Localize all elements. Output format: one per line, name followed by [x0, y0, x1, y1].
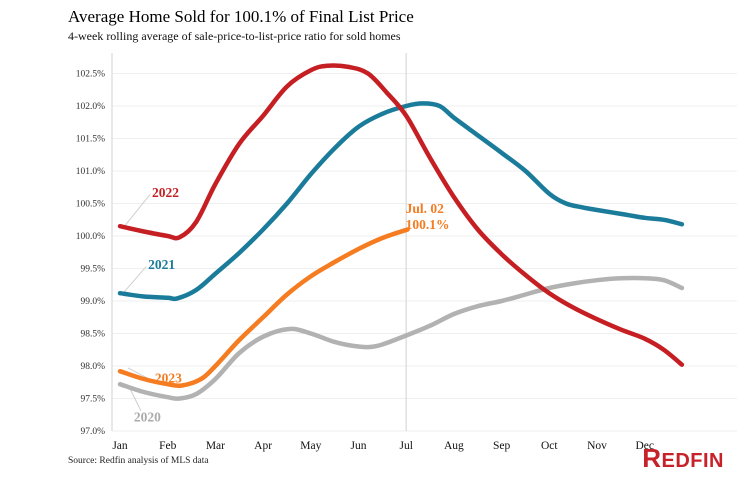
series-2022-leader-line: [122, 194, 151, 229]
y-axis-tick-98.0%: 98.0%: [80, 362, 105, 372]
y-axis-tick-100.5%: 100.5%: [76, 200, 105, 210]
y-axis-tick-101.0%: 101.0%: [76, 167, 105, 177]
y-axis-tick-97.0%: 97.0%: [80, 427, 105, 437]
x-axis-tick-Aug: Aug: [444, 440, 464, 452]
annotation-date: Jul. 02: [406, 201, 445, 216]
x-axis-tick-Nov: Nov: [587, 440, 607, 452]
x-axis-tick-Feb: Feb: [159, 440, 177, 452]
annotation-value: 100.1%: [406, 217, 450, 232]
x-axis-tick-Jul: Jul: [399, 440, 412, 452]
series-2021-label: 2021: [148, 257, 175, 272]
series-2023-label: 2023: [155, 370, 182, 385]
x-axis-tick-Jan: Jan: [112, 440, 128, 452]
series-2021-leader-line: [121, 266, 147, 295]
x-axis-tick-Apr: Apr: [254, 440, 272, 452]
series-2020-leader-line: [129, 388, 142, 412]
series-2023-line: [117, 227, 410, 389]
x-axis-tick-Jun: Jun: [351, 440, 367, 452]
y-axis-tick-97.5%: 97.5%: [80, 395, 105, 405]
chart-subtitle: 4-week rolling average of sale-price-to-…: [68, 29, 401, 43]
redfin-logo-rest: EDFIN: [661, 450, 724, 472]
y-axis-tick-99.0%: 99.0%: [80, 297, 105, 307]
x-axis-tick-Oct: Oct: [541, 440, 558, 452]
redfin-logo: REDFIN: [642, 444, 724, 475]
series-2021-line: [117, 101, 685, 302]
y-axis-tick-98.5%: 98.5%: [80, 330, 105, 340]
chart-title: Average Home Sold for 100.1% of Final Li…: [68, 7, 414, 26]
y-axis-tick-99.5%: 99.5%: [80, 265, 105, 275]
series-2020-label: 2020: [134, 409, 161, 424]
x-axis-tick-Sep: Sep: [493, 440, 511, 452]
x-axis-tick-Dec: Dec: [635, 440, 654, 452]
series-2022-label: 2022: [152, 185, 179, 200]
series-2022-line: [117, 63, 685, 367]
redfin-logo-initial: R: [642, 443, 662, 473]
y-axis-tick-102.5%: 102.5%: [76, 70, 105, 80]
y-axis-tick-102.0%: 102.0%: [76, 102, 105, 112]
series-2020-line: [117, 275, 685, 401]
y-axis-tick-101.5%: 101.5%: [76, 135, 105, 145]
x-axis-tick-May: May: [300, 440, 321, 452]
x-axis-tick-Mar: Mar: [206, 440, 225, 452]
source-note: Source: Redfin analysis of MLS data: [68, 456, 209, 466]
y-axis-tick-100.0%: 100.0%: [76, 232, 105, 242]
